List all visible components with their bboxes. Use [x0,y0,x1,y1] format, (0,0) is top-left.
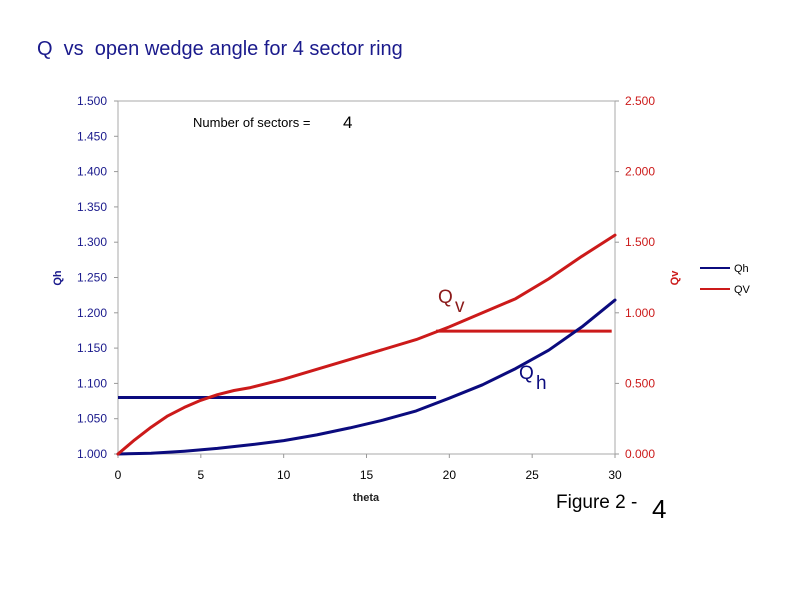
left-y-tick-label: 1.000 [77,447,107,461]
legend-label-qv: QV [734,284,751,296]
series-lines [116,233,617,456]
right-y-tick-label: 1.000 [625,306,655,320]
x-tick-label: 20 [443,468,457,482]
right-y-tick-label: 0.500 [625,376,655,390]
left-y-tick-label: 1.500 [77,94,107,108]
left-y-tick-label: 1.300 [77,235,107,249]
right-y-tick-label: 0.000 [625,447,655,461]
left-y-tick-label: 1.350 [77,200,107,214]
left-y-tick-label: 1.200 [77,306,107,320]
left-y-tick-label: 1.400 [77,165,107,179]
x-tick-label: 25 [525,468,539,482]
qv-curve-label: Q [438,287,453,308]
annotation-value: 4 [343,113,352,132]
x-tick-label: 15 [360,468,374,482]
left-y-tick-label: 1.100 [77,376,107,390]
right-y-axis: 0.000 0.500 1.000 1.500 2.000 2.500 [615,94,655,461]
qh-curve-label-sub: h [536,373,547,394]
annotation-text: Number of sectors = [193,115,310,130]
left-y-tick-label: 1.450 [77,129,107,143]
qh-curve-label: Q [519,363,534,384]
legend-label-qh: Qh [734,263,749,275]
x-tick-label: 0 [115,468,122,482]
left-y-tick-label: 1.150 [77,341,107,355]
legend: Qh QV [700,263,751,296]
right-y-axis-label: Qv [669,270,681,286]
figure-label: Figure 2 - [556,492,638,513]
figure-number: 4 [652,494,667,524]
x-axis-label: theta [353,492,380,504]
series-line-qh [116,298,617,456]
left-y-axis-label: Qh [52,270,64,286]
series-line-qv [116,233,617,456]
chart-title: Q vs open wedge angle for 4 sector ring [37,38,403,60]
plot-area-frame [117,100,616,455]
x-tick-label: 10 [277,468,291,482]
reference-lines [118,329,612,400]
x-axis: 0 5 10 15 20 25 30 [115,454,622,482]
left-y-tick-label: 1.250 [77,271,107,285]
left-y-tick-label: 1.050 [77,412,107,426]
qv-curve-label-sub: v [455,296,465,317]
right-y-tick-label: 1.500 [625,235,655,249]
x-tick-label: 30 [608,468,622,482]
right-y-tick-label: 2.500 [625,94,655,108]
left-y-axis: 1.000 1.050 1.100 1.150 1.200 1.250 1.300 1.350… [77,94,118,461]
right-y-tick-label: 2.000 [625,165,655,179]
x-tick-label: 5 [197,468,204,482]
